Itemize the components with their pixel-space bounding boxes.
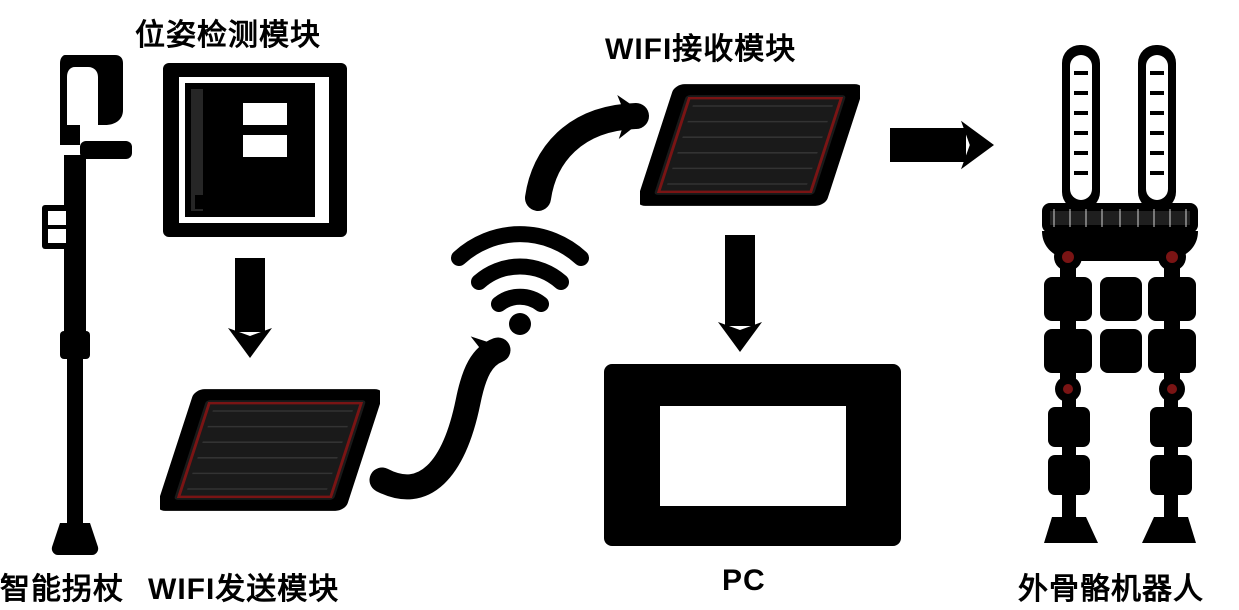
wifi-rx-graphic xyxy=(640,65,860,225)
label-wifi-tx: WIFI发送模块 xyxy=(148,564,339,608)
pc-graphic xyxy=(600,360,905,550)
arrow-wifitx-to-wifi xyxy=(382,327,513,487)
exoskeleton-graphic xyxy=(1020,45,1220,550)
label-wifi-rx: WIFI接收模块 xyxy=(605,24,796,68)
arrow-wifirx-to-pc xyxy=(718,235,762,352)
arrow-wifirx-to-exo xyxy=(890,121,994,169)
arrow-posture-to-wifitx xyxy=(228,258,272,358)
label-exoskeleton: 外骨骼机器人 xyxy=(1018,564,1204,608)
wifi-tx-graphic xyxy=(160,370,380,530)
smart-crutch-graphic xyxy=(20,55,135,555)
wifi-icon xyxy=(445,200,595,340)
label-pc: PC xyxy=(722,564,766,598)
arrow-wifi-to-wifirx xyxy=(538,94,649,198)
label-smart-crutch: 智能拐杖 xyxy=(0,564,124,608)
posture-module-graphic xyxy=(155,55,355,245)
label-posture-module: 位姿检测模块 xyxy=(135,10,321,54)
